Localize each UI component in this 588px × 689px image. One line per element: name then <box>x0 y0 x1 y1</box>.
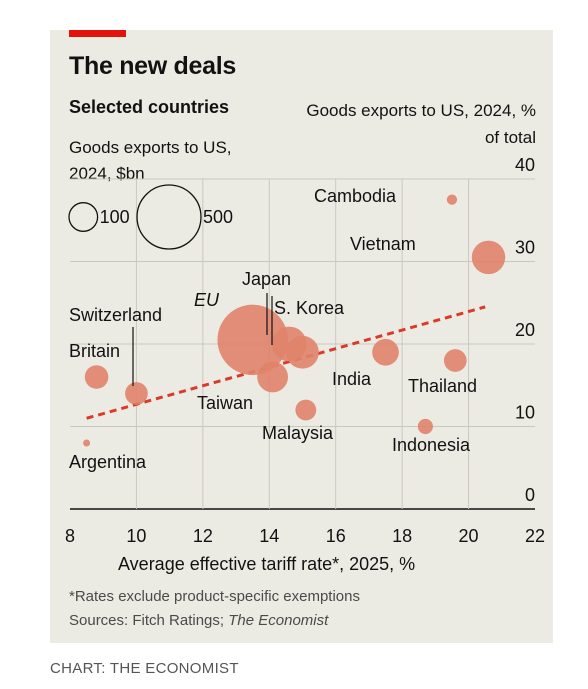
point-argentina <box>83 439 91 447</box>
point-label-thailand: Thailand <box>408 376 477 396</box>
size-legend-circle-large <box>136 184 202 250</box>
point-malaysia <box>295 399 317 421</box>
y-tick-label-20: 20 <box>515 320 535 340</box>
x-tick-label-14: 14 <box>259 526 279 546</box>
x-tick-label-20: 20 <box>459 526 479 546</box>
tick-layer: 0 10 20 30 40 8 10 12 14 16 18 20 22 <box>65 155 545 546</box>
point-label-argentina: Argentina <box>69 452 147 472</box>
x-axis-label: Average effective tariff rate*, 2025, % <box>118 554 416 574</box>
point-thailand <box>443 349 467 372</box>
x-tick-label-10: 10 <box>126 526 146 546</box>
point-label-eu: EU <box>194 290 220 310</box>
y-tick-label-40: 40 <box>515 155 535 175</box>
x-tick-label-18: 18 <box>392 526 412 546</box>
size-legend-title: Goods exports to US, 2024, $bn <box>69 138 232 183</box>
sources-publication: The Economist <box>228 612 329 629</box>
point-indonesia <box>417 418 433 435</box>
size-legend-label-small: 100 <box>100 207 130 227</box>
y-tick-label-10: 10 <box>515 403 535 423</box>
point-india <box>372 338 399 366</box>
point-label-britain: Britain <box>69 341 120 361</box>
point-label-indonesia: Indonesia <box>392 435 471 455</box>
point-label-layer: Argentina Britain Switzerland EU Japan S. Kor… <box>69 186 477 472</box>
size-legend-circle-small <box>68 202 99 232</box>
grid-layer <box>70 178 535 510</box>
point-label-japan: Japan <box>242 269 291 289</box>
point-label-taiwan: Taiwan <box>197 393 253 413</box>
trend-layer <box>86 305 486 420</box>
point-switzerland <box>125 382 148 405</box>
size-legend: 100 500 <box>68 184 233 250</box>
x-tick-label-16: 16 <box>326 526 346 546</box>
point-label-vietnam: Vietnam <box>350 234 416 254</box>
trend-line <box>86 305 486 420</box>
chart-title: The new deals <box>69 52 236 80</box>
point-layer <box>83 194 506 447</box>
point-s-korea <box>286 335 319 369</box>
footnote: *Rates exclude product-specific exemptio… <box>69 588 360 605</box>
x-tick-label-22: 22 <box>525 526 545 546</box>
chart-credit: CHART: THE ECONOMIST <box>50 660 239 677</box>
point-cambodia <box>446 194 458 205</box>
point-label-switzerland: Switzerland <box>69 305 162 325</box>
x-tick-label-8: 8 <box>65 526 75 546</box>
y-axis-label: Goods exports to US, 2024, % of total <box>306 101 536 147</box>
point-label-malaysia: Malaysia <box>262 423 334 443</box>
sources-prefix: Sources: Fitch Ratings; <box>69 612 229 629</box>
point-label-s-korea: S. Korea <box>274 298 345 318</box>
point-vietnam <box>471 240 506 275</box>
point-taiwan <box>257 361 289 393</box>
x-tick-label-12: 12 <box>193 526 213 546</box>
sources: Sources: Fitch Ratings; The Economist <box>69 612 328 629</box>
size-legend-label-large: 500 <box>203 207 233 227</box>
point-britain <box>84 365 109 389</box>
y-tick-label-0: 0 <box>525 485 535 505</box>
point-label-cambodia: Cambodia <box>314 186 397 206</box>
chart-subtitle: Selected countries <box>69 97 230 117</box>
y-tick-label-30: 30 <box>515 238 535 258</box>
brand-accent-bar <box>69 30 126 37</box>
point-label-india: India <box>332 369 372 389</box>
point-eu <box>217 304 288 376</box>
